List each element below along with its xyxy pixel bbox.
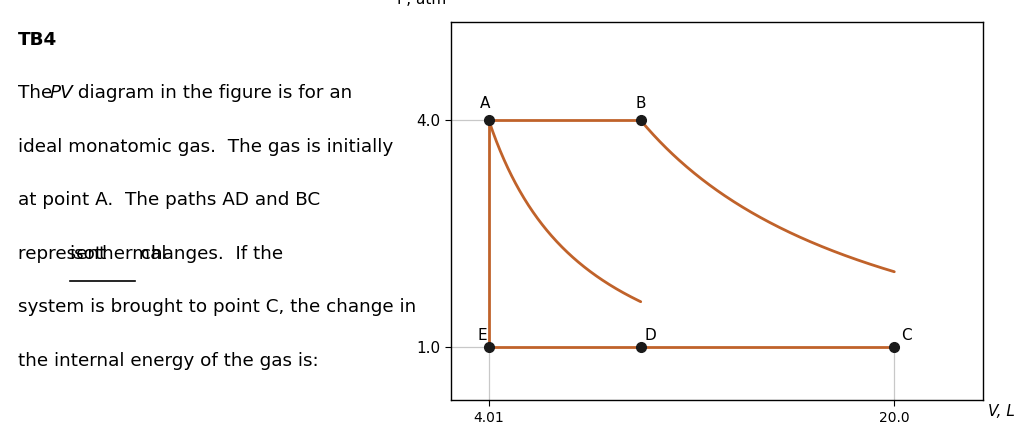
Text: E: E: [478, 328, 487, 343]
Text: A: A: [480, 95, 490, 110]
Text: B: B: [636, 95, 646, 110]
Text: the internal energy of the gas is:: the internal energy of the gas is:: [17, 352, 318, 370]
Text: D: D: [644, 328, 656, 343]
Text: changes.  If the: changes. If the: [135, 245, 283, 263]
Text: ideal monatomic gas.  The gas is initially: ideal monatomic gas. The gas is initiall…: [17, 138, 393, 156]
Text: at point A.  The paths AD and BC: at point A. The paths AD and BC: [17, 191, 319, 209]
Text: The: The: [17, 84, 57, 102]
Text: TB4: TB4: [17, 31, 57, 49]
Text: isothermal: isothermal: [70, 245, 167, 263]
Text: V, L: V, L: [988, 404, 1015, 419]
Text: C: C: [901, 328, 911, 343]
Text: diagram in the figure is for an: diagram in the figure is for an: [73, 84, 352, 102]
Text: P, atm: P, atm: [397, 0, 446, 7]
Text: represent: represent: [17, 245, 112, 263]
Text: system is brought to point C, the change in: system is brought to point C, the change…: [17, 298, 416, 316]
Text: PV: PV: [49, 84, 73, 102]
